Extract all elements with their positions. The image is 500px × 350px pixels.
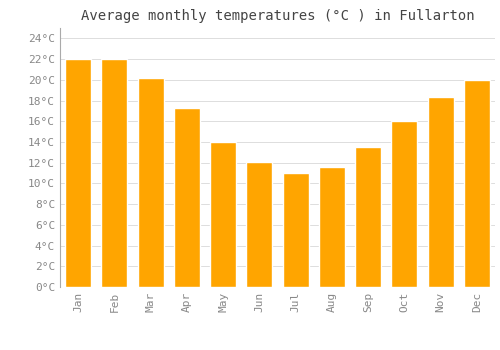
Bar [210,142,236,287]
Bar [392,121,417,287]
Bar [319,167,345,287]
Bar [65,59,91,287]
Bar [174,108,200,287]
Bar [464,80,490,287]
Title: Average monthly temperatures (°C ) in Fullarton: Average monthly temperatures (°C ) in Fu… [80,9,474,23]
Bar [355,147,381,287]
Bar [282,173,308,287]
Bar [138,78,164,287]
Bar [428,97,454,287]
Bar [102,59,128,287]
Bar [246,162,272,287]
